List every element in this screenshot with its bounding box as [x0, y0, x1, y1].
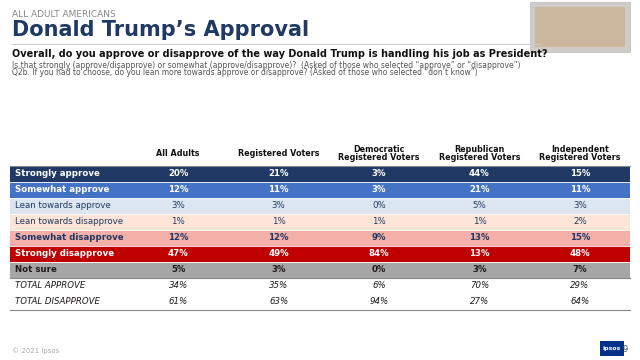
Text: 44%: 44%	[469, 170, 490, 179]
Text: 21%: 21%	[268, 170, 289, 179]
Text: Q2b. If you had to choose, do you lean more towards approve or disapprove? (Aske: Q2b. If you had to choose, do you lean m…	[12, 68, 477, 77]
Text: Lean towards disapprove: Lean towards disapprove	[15, 217, 123, 226]
Text: TOTAL DISAPPROVE: TOTAL DISAPPROVE	[15, 297, 100, 306]
Text: © 2021 Ipsos: © 2021 Ipsos	[12, 347, 60, 354]
Bar	[10, 198, 630, 214]
Text: Registered Voters: Registered Voters	[339, 153, 420, 162]
Bar	[10, 262, 630, 278]
Text: 11%: 11%	[570, 185, 590, 194]
Text: Registered Voters: Registered Voters	[539, 153, 621, 162]
Text: 61%: 61%	[168, 297, 188, 306]
Text: 3%: 3%	[472, 266, 486, 274]
Text: TOTAL APPROVE: TOTAL APPROVE	[15, 282, 85, 291]
Text: 3%: 3%	[271, 266, 286, 274]
Text: 20%: 20%	[168, 170, 188, 179]
Text: ALL ADULT AMERICANS: ALL ADULT AMERICANS	[12, 10, 116, 19]
Text: 29%: 29%	[570, 282, 589, 291]
Bar	[10, 214, 630, 230]
Bar	[10, 230, 630, 246]
Text: 64%: 64%	[570, 297, 589, 306]
Text: 21%: 21%	[469, 185, 490, 194]
Text: 34%: 34%	[168, 282, 188, 291]
Text: 13%: 13%	[469, 234, 490, 243]
Text: 35%: 35%	[269, 282, 288, 291]
Text: 1%: 1%	[472, 217, 486, 226]
Text: Lean towards approve: Lean towards approve	[15, 202, 111, 211]
Bar	[10, 166, 630, 182]
Text: Democratic: Democratic	[353, 144, 404, 153]
Text: Is that strongly (approve/disapprove) or somewhat (approve/disapprove)?  (Asked : Is that strongly (approve/disapprove) or…	[12, 61, 520, 70]
Text: 3%: 3%	[372, 185, 387, 194]
Text: 0%: 0%	[372, 202, 386, 211]
Text: Registered Voters: Registered Voters	[238, 149, 319, 158]
Text: 11%: 11%	[268, 185, 289, 194]
Text: 9%: 9%	[372, 234, 387, 243]
Text: Registered Voters: Registered Voters	[438, 153, 520, 162]
Text: 48%: 48%	[570, 249, 590, 258]
Bar	[10, 246, 630, 262]
Text: 9: 9	[623, 345, 628, 354]
Text: Donald Trump’s Approval: Donald Trump’s Approval	[12, 20, 309, 40]
Bar	[530, 2, 630, 52]
Text: 15%: 15%	[570, 234, 590, 243]
Text: 3%: 3%	[573, 202, 587, 211]
Text: 63%: 63%	[269, 297, 288, 306]
Text: 12%: 12%	[168, 185, 188, 194]
Bar	[600, 341, 624, 356]
Text: 5%: 5%	[472, 202, 486, 211]
Text: Strongly disapprove: Strongly disapprove	[15, 249, 114, 258]
Text: 3%: 3%	[272, 202, 285, 211]
Text: Somewhat approve: Somewhat approve	[15, 185, 109, 194]
Text: 15%: 15%	[570, 170, 590, 179]
Text: 70%: 70%	[470, 282, 489, 291]
Bar	[535, 7, 625, 47]
Text: 13%: 13%	[469, 249, 490, 258]
Text: All Adults: All Adults	[156, 149, 200, 158]
Text: 27%: 27%	[470, 297, 489, 306]
Text: 0%: 0%	[372, 266, 386, 274]
Text: 94%: 94%	[369, 297, 388, 306]
Text: 6%: 6%	[372, 282, 386, 291]
Text: 12%: 12%	[168, 234, 188, 243]
Text: 84%: 84%	[369, 249, 389, 258]
Text: Not sure: Not sure	[15, 266, 57, 274]
Text: 47%: 47%	[168, 249, 189, 258]
Text: 12%: 12%	[268, 234, 289, 243]
Text: ipsos: ipsos	[603, 346, 621, 351]
Text: Strongly approve: Strongly approve	[15, 170, 100, 179]
Text: 2%: 2%	[573, 217, 587, 226]
Text: Somewhat disapprove: Somewhat disapprove	[15, 234, 124, 243]
Text: Overall, do you approve or disapprove of the way Donald Trump is handling his jo: Overall, do you approve or disapprove of…	[12, 49, 547, 59]
Text: 1%: 1%	[172, 217, 185, 226]
Text: 1%: 1%	[272, 217, 285, 226]
Text: 5%: 5%	[171, 266, 186, 274]
Text: 49%: 49%	[268, 249, 289, 258]
Text: 7%: 7%	[573, 266, 587, 274]
Text: Independent: Independent	[551, 144, 609, 153]
Text: 3%: 3%	[372, 170, 387, 179]
Bar	[10, 182, 630, 198]
Text: 1%: 1%	[372, 217, 386, 226]
Text: Republican: Republican	[454, 144, 504, 153]
Text: 3%: 3%	[172, 202, 185, 211]
